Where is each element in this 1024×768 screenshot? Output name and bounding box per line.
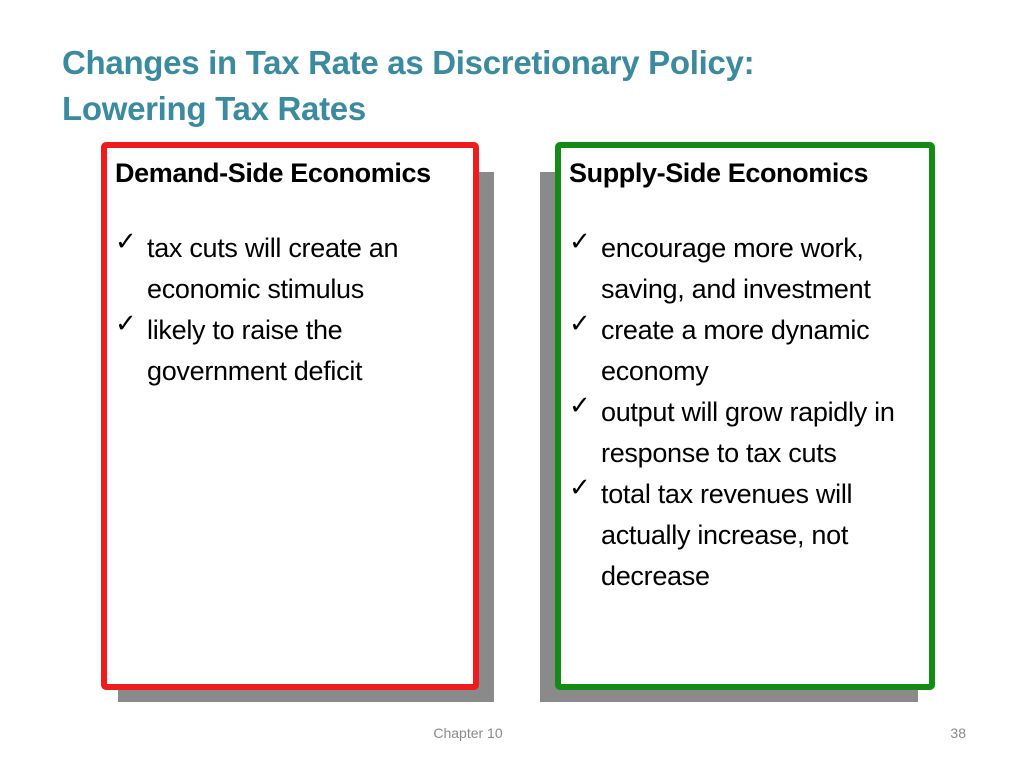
bullet-text: encourage more work, saving, and investm… xyxy=(601,233,871,304)
supply-side-heading: Supply-Side Economics xyxy=(569,158,869,188)
bullet-text: create a more dynamic economy xyxy=(601,315,870,386)
list-item: ✓ output will grow rapidly in response t… xyxy=(569,391,921,474)
supply-side-list: ✓ encourage more work, saving, and inves… xyxy=(569,227,921,597)
footer-chapter-label: Chapter 10 xyxy=(433,725,503,741)
page-number: 38 xyxy=(950,725,966,741)
list-item: ✓ encourage more work, saving, and inves… xyxy=(569,227,921,310)
demand-side-heading: Demand-Side Economics xyxy=(115,158,431,188)
demand-side-list: ✓ tax cuts will create an economic stimu… xyxy=(115,227,465,392)
bullet-text: total tax revenues will actually increas… xyxy=(601,479,853,591)
slide-title-line-1: Changes in Tax Rate as Discretionary Pol… xyxy=(62,44,755,81)
list-item: ✓ create a more dynamic economy xyxy=(569,309,921,392)
check-mark-icon: ✓ xyxy=(569,391,591,421)
list-item: ✓ likely to raise the government deficit xyxy=(115,309,465,392)
check-mark-icon: ✓ xyxy=(115,309,137,339)
demand-side-panel: Demand-Side Economics ✓ tax cuts will cr… xyxy=(101,142,479,690)
bullet-text: output will grow rapidly in response to … xyxy=(601,397,895,468)
bullet-text: tax cuts will create an economic stimulu… xyxy=(147,233,399,304)
list-item: ✓ tax cuts will create an economic stimu… xyxy=(115,227,465,310)
slide-title: Changes in Tax Rate as Discretionary Pol… xyxy=(62,40,962,132)
slide-title-line-2: Lowering Tax Rates xyxy=(62,90,366,127)
check-mark-icon: ✓ xyxy=(569,227,591,257)
check-mark-icon: ✓ xyxy=(569,473,591,503)
bullet-text: likely to raise the government deficit xyxy=(147,315,363,386)
supply-side-panel: Supply-Side Economics ✓ encourage more w… xyxy=(555,142,935,690)
check-mark-icon: ✓ xyxy=(569,309,591,339)
check-mark-icon: ✓ xyxy=(115,227,137,257)
list-item: ✓ total tax revenues will actually incre… xyxy=(569,473,921,597)
